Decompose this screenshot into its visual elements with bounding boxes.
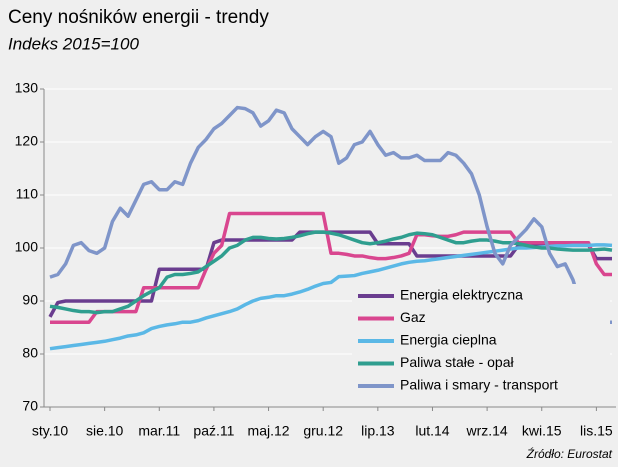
x-tick-label: sie.10: [86, 423, 124, 439]
source-note: Źródło: Eurostat: [526, 446, 613, 461]
x-tick-label: paź.11: [193, 423, 234, 439]
chart-title: Ceny nośników energii - trendy: [8, 7, 269, 28]
x-tick-label: lis.15: [580, 423, 613, 439]
legend-label: Paliwa stałe - opał: [400, 354, 515, 370]
y-tick-label: 80: [22, 345, 38, 361]
x-tick-label: lip.13: [361, 423, 395, 439]
x-tick-label: sty.10: [32, 423, 69, 439]
y-tick-label: 100: [15, 239, 39, 255]
x-tick-label: gru.12: [303, 423, 343, 439]
y-tick-label: 130: [15, 80, 39, 96]
series-line: [49, 105, 612, 324]
legend-label: Energia elektryczna: [400, 287, 523, 303]
series-line: [49, 243, 613, 351]
x-tick-label: mar.11: [138, 423, 180, 439]
legend-box: [352, 284, 610, 396]
y-tick-label: 120: [15, 133, 39, 149]
legend-label: Gaz: [400, 309, 426, 325]
x-tick-label: lut.14: [415, 423, 449, 439]
legend-label: Paliwa i smary - transport: [400, 377, 558, 393]
series-line: [49, 230, 613, 315]
y-tick-label: 90: [22, 292, 38, 308]
legend-label: Energia cieplna: [400, 332, 497, 348]
x-tick-label: kwi.15: [522, 423, 562, 439]
x-tick-label: wrz.14: [465, 423, 507, 439]
chart-subtitle: Indeks 2015=100: [8, 34, 139, 53]
y-tick-label: 110: [16, 186, 39, 202]
x-tick-label: maj.12: [248, 423, 290, 439]
y-tick-label: 70: [22, 398, 38, 414]
